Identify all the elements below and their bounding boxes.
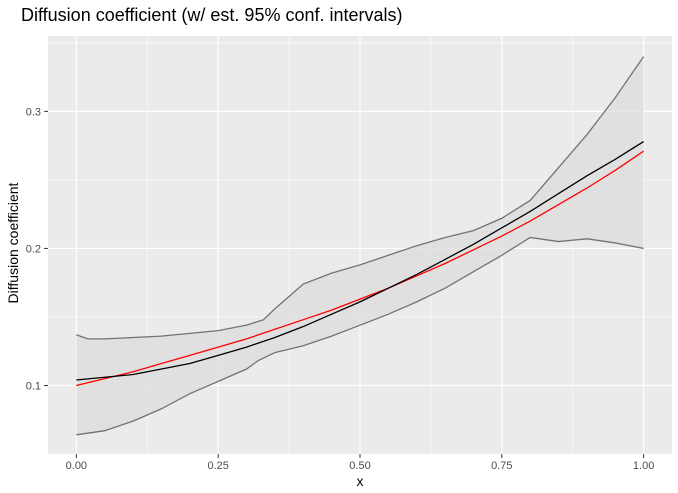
y-axis-title: Diffusion coefficient (5, 182, 21, 303)
reference-line (76, 150, 645, 387)
x-tick-label: 1.00 (633, 460, 654, 472)
x-tick-label: 0.00 (66, 460, 87, 472)
estimate-line (76, 140, 644, 381)
y-axis: 0.1 0.2 0.3 (26, 106, 48, 392)
x-tick-label: 0.25 (207, 460, 228, 472)
x-tick-label: 0.50 (349, 460, 370, 472)
y-tick-label: 0.1 (26, 380, 41, 392)
x-axis: 0.00 0.25 0.50 0.75 1.00 (66, 454, 654, 472)
upper-bound-line (76, 56, 645, 340)
x-axis-title: x (357, 473, 364, 489)
y-tick-label: 0.3 (26, 106, 41, 118)
lower-bound-line (76, 236, 644, 436)
x-tick-label: 0.75 (491, 460, 512, 472)
chart-title: Diffusion coefficient (w/ est. 95% conf.… (21, 5, 403, 25)
y-tick-label: 0.2 (26, 243, 41, 255)
confidence-ribbon (76, 56, 644, 435)
